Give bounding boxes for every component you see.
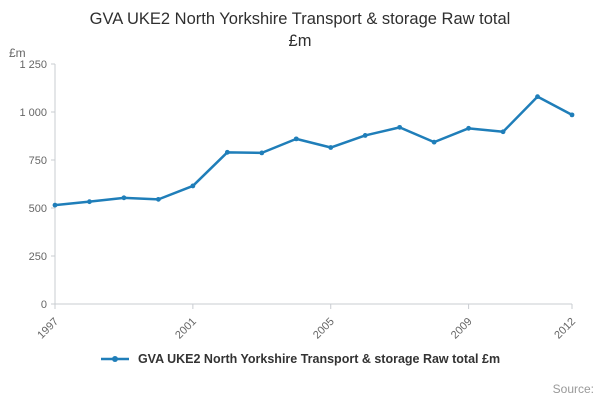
svg-text:250: 250	[29, 251, 47, 263]
svg-text:1 000: 1 000	[19, 107, 47, 119]
chart-title-line1: GVA UKE2 North Yorkshire Transport & sto…	[89, 10, 511, 28]
plot-area: 0 250 500 750 1 000 1 250 1997 2001 2005 2009 2012	[0, 52, 600, 353]
source-label: Source:	[552, 382, 594, 396]
svg-text:750: 750	[29, 155, 47, 167]
svg-text:1 250: 1 250	[19, 59, 47, 71]
svg-text:500: 500	[29, 203, 47, 215]
chart-svg: 0 250 500 750 1 000 1 250 1997 2001 2005 2009 2012	[19, 59, 578, 342]
legend-label: GVA UKE2 North Yorkshire Transport & sto…	[137, 352, 501, 366]
svg-text:2009: 2009	[449, 316, 475, 342]
chart-title: GVA UKE2 North Yorkshire Transport & sto…	[0, 0, 600, 53]
svg-text:1997: 1997	[35, 316, 61, 342]
legend-item[interactable]: GVA UKE2 North Yorkshire Transport & sto…	[0, 352, 600, 366]
svg-text:2005: 2005	[311, 316, 337, 342]
svg-text:2012: 2012	[552, 316, 578, 342]
legend-line-icon	[100, 353, 130, 365]
chart-title-line2: £m	[288, 32, 312, 51]
svg-text:2001: 2001	[173, 316, 199, 342]
y-axis-unit-label: £m	[9, 46, 26, 60]
svg-text:0: 0	[41, 299, 47, 311]
